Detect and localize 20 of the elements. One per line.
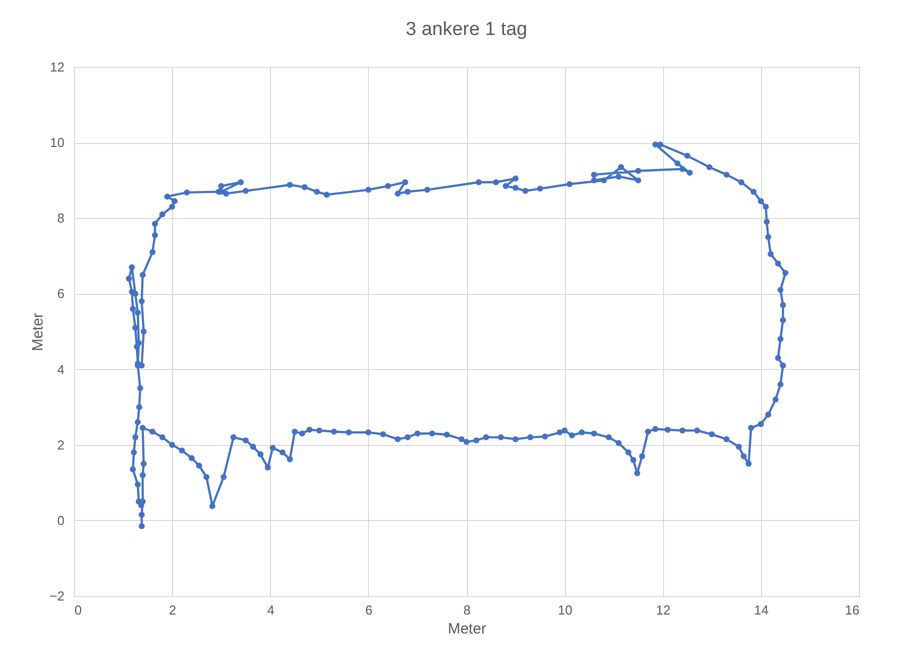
x-tick-label: 16: [845, 602, 860, 618]
y-tick-label: 6: [57, 286, 64, 302]
y-tick-label: 8: [57, 210, 64, 226]
x-tick-label: 4: [267, 602, 274, 618]
chart-title: 3 ankere 1 tag: [406, 19, 528, 40]
y-tick-label: −2: [50, 588, 64, 604]
y-tick-label: 10: [50, 135, 64, 150]
x-tick-label: 12: [656, 602, 670, 618]
x-tick-label: 0: [74, 602, 82, 618]
y-tick-label: 2: [57, 437, 64, 452]
x-tick-label: 14: [754, 602, 769, 618]
x-axis-title: Meter: [448, 620, 486, 638]
y-tick-label: 0: [57, 512, 64, 528]
y-tick-label: 12: [50, 60, 64, 74]
x-tick-label: 6: [365, 602, 372, 618]
y-tick-label: 4: [57, 362, 64, 377]
x-tick-label: 2: [169, 602, 176, 618]
x-tick-label: 10: [558, 602, 572, 618]
x-tick-label: 8: [463, 602, 471, 618]
y-axis-title: Meter: [30, 312, 47, 352]
